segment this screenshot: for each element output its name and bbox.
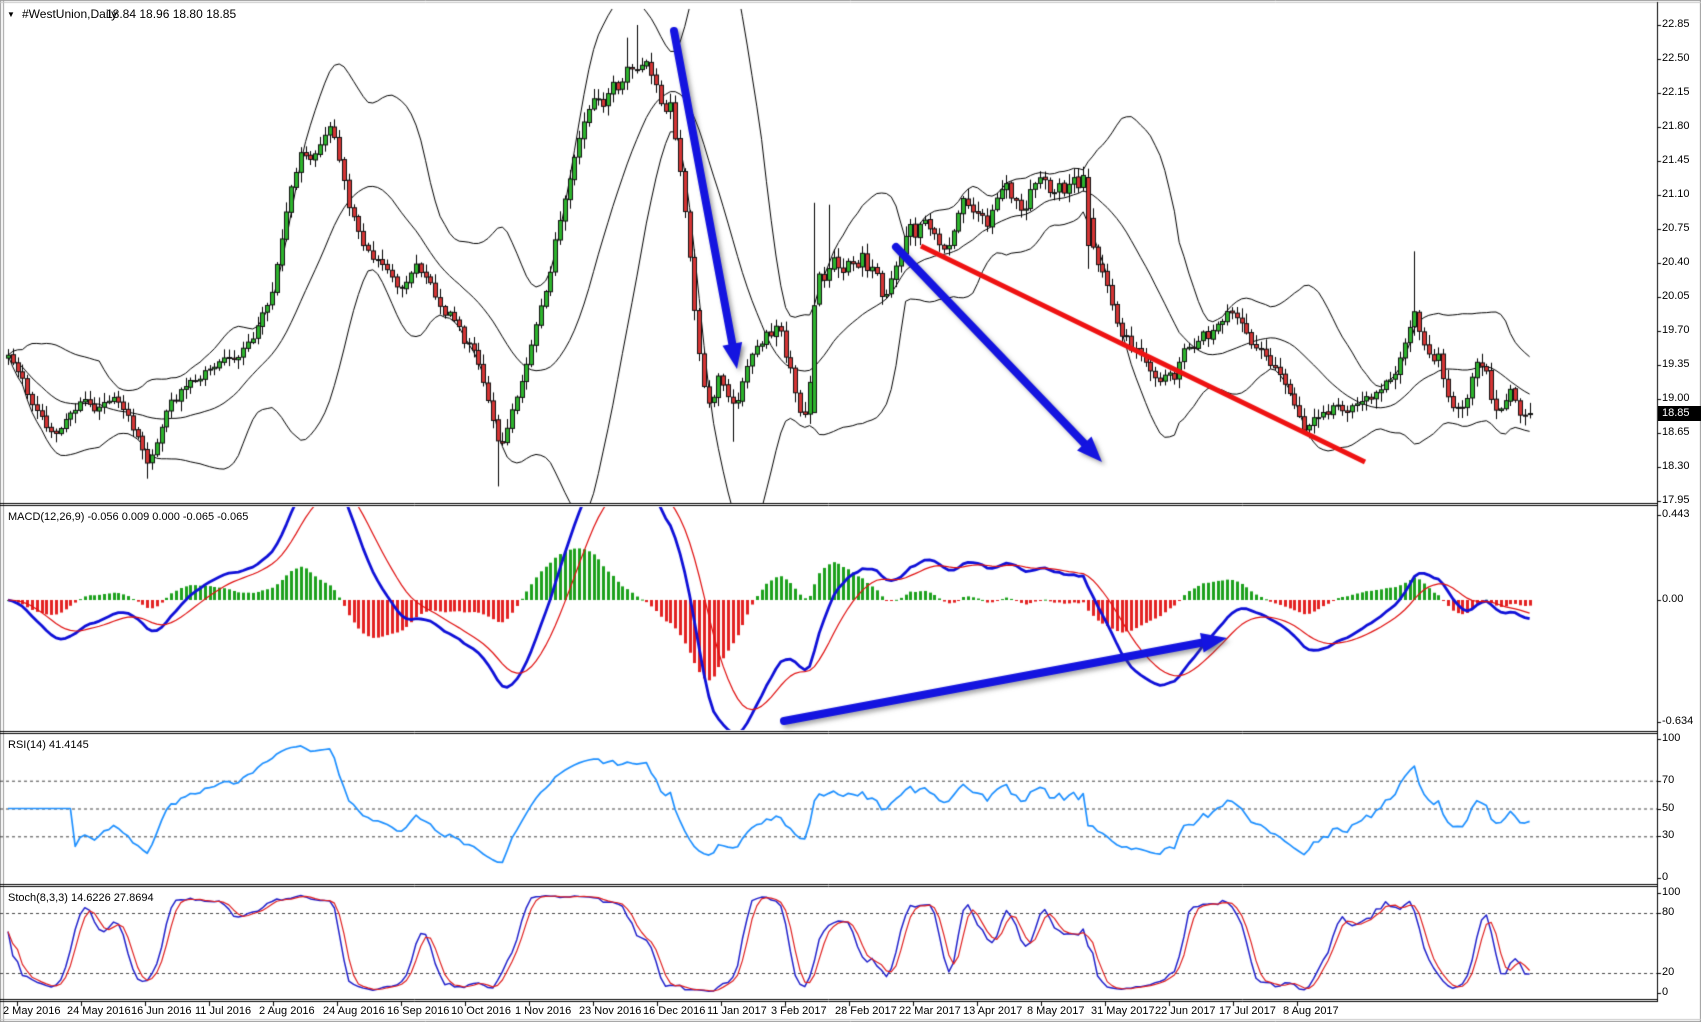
main-price-panel[interactable] [0,0,1657,495]
chart-title-symbol: #WestUnion,Daily [22,7,118,21]
rsi-tick-label: 0 [1662,871,1669,883]
price-tick-label: 20.75 [1662,222,1690,234]
stoch-panel[interactable] [0,887,1657,999]
date-tick-label: 13 Apr 2017 [963,1005,1023,1017]
date-tick-label: 8 May 2017 [1027,1005,1085,1017]
price-tick-label: 19.35 [1662,358,1690,370]
macd-indicator-label: MACD(12,26,9) -0.056 0.009 0.000 -0.065 … [8,511,249,523]
date-tick-label: 28 Feb 2017 [835,1005,897,1017]
date-tick-label: 24 May 2016 [67,1005,131,1017]
rsi-indicator-label: RSI(14) 41.4145 [8,739,89,751]
stoch-indicator-label: Stoch(8,3,3) 14.6226 27.8694 [8,892,154,904]
date-tick-label: 22 Mar 2017 [899,1005,961,1017]
macd-tick-label: 0.00 [1662,593,1684,605]
chart-title-quote: 18.84 18.96 18.80 18.85 [106,7,237,21]
date-tick-label: 31 May 2017 [1091,1005,1155,1017]
date-tick-label: 16 Sep 2016 [387,1005,450,1017]
date-tick-label: 3 Feb 2017 [771,1005,827,1017]
price-tick-label: 21.80 [1662,120,1690,132]
stoch-tick-label: 80 [1662,906,1675,918]
rsi-tick-label: 30 [1662,829,1675,841]
price-tick-label: 17.95 [1662,494,1690,506]
price-tick-label: 21.10 [1662,188,1690,200]
date-tick-label: 1 Nov 2016 [515,1005,572,1017]
price-tick-label: 22.85 [1662,18,1690,30]
collapse-arrow-icon[interactable]: ▼ [7,10,15,19]
date-tick-label: 11 Jan 2017 [707,1005,767,1017]
date-tick-label: 11 Jul 2016 [195,1005,252,1017]
macd-tick-label: 0.443 [1662,508,1690,520]
price-tick-label: 19.70 [1662,324,1690,336]
macd-panel[interactable] [0,506,1657,731]
date-tick-label: 16 Jun 2016 [131,1005,192,1017]
date-tick-label: 23 Nov 2016 [579,1005,642,1017]
date-tick-label: 16 Dec 2016 [643,1005,706,1017]
current-price-tag: 18.85 [1658,406,1701,421]
price-tick-label: 18.30 [1662,460,1690,472]
stoch-tick-label: 0 [1662,986,1669,998]
rsi-panel[interactable] [0,734,1657,884]
macd-tick-label: -0.634 [1662,715,1694,727]
date-tick-label: 2 May 2016 [3,1005,61,1017]
stoch-tick-label: 20 [1662,966,1675,978]
price-tick-label: 22.50 [1662,52,1690,64]
price-tick-label: 20.40 [1662,256,1690,268]
date-tick-label: 17 Jul 2017 [1219,1005,1276,1017]
date-tick-label: 22 Jun 2017 [1155,1005,1216,1017]
date-tick-label: 2 Aug 2016 [259,1005,315,1017]
price-tick-label: 21.45 [1662,154,1690,166]
date-tick-label: 8 Aug 2017 [1283,1005,1339,1017]
date-tick-label: 24 Aug 2016 [323,1005,385,1017]
price-tick-label: 19.00 [1662,392,1690,404]
price-tick-label: 20.05 [1662,290,1690,302]
date-tick-label: 10 Oct 2016 [451,1005,511,1017]
rsi-tick-label: 70 [1662,774,1675,786]
rsi-tick-label: 100 [1662,732,1681,744]
stoch-tick-label: 100 [1662,886,1681,898]
price-tick-label: 18.65 [1662,426,1690,438]
rsi-tick-label: 50 [1662,802,1675,814]
price-tick-label: 22.15 [1662,86,1690,98]
